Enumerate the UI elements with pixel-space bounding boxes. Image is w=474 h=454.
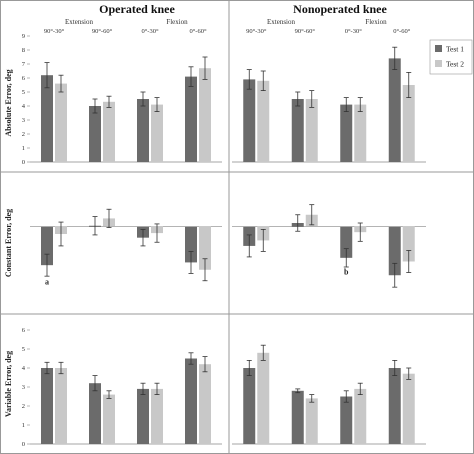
panel-4-bar-test1 xyxy=(41,368,53,444)
panel-5-bar-test1 xyxy=(388,368,401,444)
panel-5-bar-test2 xyxy=(305,398,318,444)
panel-0-ytick-label: 3 xyxy=(22,117,25,124)
panel-0-bar-test2 xyxy=(55,83,67,162)
panel-0-ytick-label: 7 xyxy=(22,61,26,68)
panel-4-bar-test1 xyxy=(185,358,197,444)
group-label-flexion-nonoperated: Flexion xyxy=(365,18,387,26)
panel-0-bar-test1 xyxy=(137,99,149,162)
panel-0-ytick-label: 0 xyxy=(22,159,25,166)
panel-2-bar-test1 xyxy=(41,226,53,266)
panel-5-bar-test2 xyxy=(402,373,415,444)
group-label-flexion-operated: Flexion xyxy=(166,18,188,26)
panel-4-ytick-label: 6 xyxy=(22,327,26,334)
group-label-extension-operated: Extension xyxy=(65,18,93,26)
panel-0-bar-test2 xyxy=(103,101,115,162)
panel-0-ytick-label: 6 xyxy=(22,75,26,82)
panel-1-bar-test1 xyxy=(340,104,353,162)
panel-3-bar-test2 xyxy=(402,226,415,262)
panel-0-category-label: 90°-30° xyxy=(44,28,65,35)
panel-0-ytick-label: 2 xyxy=(22,131,25,138)
panel-0-category-label: 0°-30° xyxy=(141,28,159,35)
y-axis-title-absolute: Absolute Error, deg xyxy=(4,69,13,136)
column-title-operated: Operated knee xyxy=(99,2,175,16)
panel-5-bar-test1 xyxy=(291,390,304,444)
panel-1-bar-test1 xyxy=(388,58,401,162)
panel-3-bar-test1 xyxy=(388,226,401,276)
panel-0-ytick-label: 1 xyxy=(22,145,25,152)
panel-3-annotation: b xyxy=(344,267,349,276)
panel-1-bar-test2 xyxy=(305,99,318,162)
panel-1-bar-test1 xyxy=(243,79,256,162)
legend-label-test2: Test 2 xyxy=(446,60,464,69)
y-axis-title-constant: Constant Error, deg xyxy=(4,209,13,277)
panel-4-bar-test2 xyxy=(103,394,115,444)
panel-5-bar-test1 xyxy=(340,396,353,444)
panel-5-bar-test1 xyxy=(243,368,256,444)
panel-2-annotation: a xyxy=(45,277,49,286)
panel-3-bar-test1 xyxy=(340,226,353,258)
panel-1-category-label: 90°-60° xyxy=(295,28,316,35)
plot-area: 0 1 2 3 4 5 6 7 8 9 90°-30° 90°-60° 0°-30° 0°-60° 90°-… xyxy=(22,28,426,448)
panel-4-bar-test2 xyxy=(151,388,163,444)
panel-4-bar-test1 xyxy=(89,383,101,444)
legend-swatch-test2 xyxy=(435,60,442,67)
panel-4-ytick-label: 2 xyxy=(22,403,25,410)
panel-1-category-label: 0°-60° xyxy=(393,28,411,35)
column-title-nonoperated: Nonoperated knee xyxy=(293,2,387,16)
panel-0-bar-test2 xyxy=(199,68,211,162)
panel-1-bar-test2 xyxy=(402,85,415,162)
panel-4-ytick-label: 4 xyxy=(22,365,26,372)
panel-4-ytick-label: 0 xyxy=(22,441,25,448)
panel-0-bar-test1 xyxy=(89,106,101,162)
panel-2-bar-test1 xyxy=(185,226,197,263)
legend-swatch-test1 xyxy=(435,45,442,52)
group-label-extension-nonoperated: Extension xyxy=(267,18,295,26)
panel-5-bar-test2 xyxy=(354,388,367,444)
panel-0-ytick-label: 8 xyxy=(22,47,25,54)
panel-4-ytick-label: 3 xyxy=(22,384,25,391)
panel-1-bar-test2 xyxy=(257,80,270,162)
panel-1-bar-test1 xyxy=(291,99,304,162)
panel-4-ytick-label: 5 xyxy=(22,346,25,353)
panel-0-category-label: 90°-60° xyxy=(92,28,113,35)
panel-4-ytick-label: 1 xyxy=(22,422,25,429)
panel-0-ytick-label: 5 xyxy=(22,89,25,96)
panel-4-bar-test2 xyxy=(199,364,211,444)
panel-4-bar-test2 xyxy=(55,368,67,444)
y-axis-title-variable: Variable Error, deg xyxy=(4,351,13,417)
panel-1-category-label: 0°-30° xyxy=(345,28,363,35)
panel-1-category-label: 90°-30° xyxy=(246,28,267,35)
panel-0-ytick-label: 9 xyxy=(22,33,25,40)
panel-0-bar-test1 xyxy=(41,75,53,162)
panel-0-bar-test1 xyxy=(185,76,197,162)
panel-0-category-label: 0°-60° xyxy=(189,28,207,35)
panel-1-bar-test2 xyxy=(354,104,367,162)
panel-0-bar-test2 xyxy=(151,104,163,162)
panel-2-bar-test2 xyxy=(199,226,211,270)
legend-label-test1: Test 1 xyxy=(446,45,464,54)
panel-4-bar-test1 xyxy=(137,388,149,444)
panel-0-ytick-label: 4 xyxy=(22,103,26,110)
panel-5-bar-test2 xyxy=(257,352,270,444)
